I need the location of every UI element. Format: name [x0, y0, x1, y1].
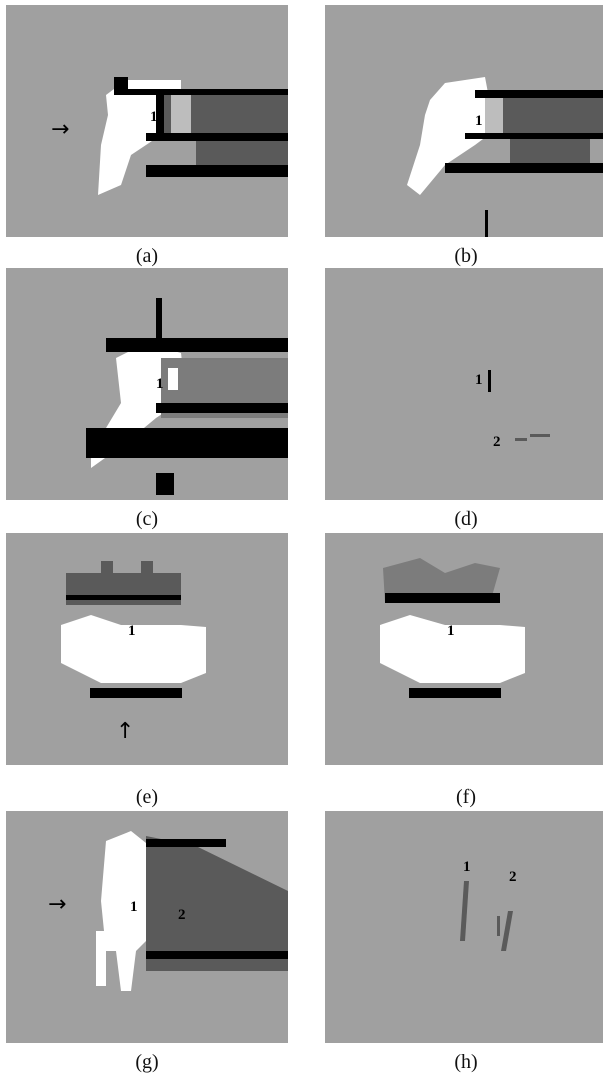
- black-spike: [156, 298, 162, 348]
- caption-c: (c): [135, 508, 159, 530]
- region-label-2: 2: [509, 869, 517, 885]
- panel-a: → 1: [6, 5, 288, 237]
- black-stripe: [66, 595, 181, 600]
- black-stripe: [465, 133, 603, 139]
- caption-d: (d): [454, 508, 478, 530]
- panel-e: ↑ 1: [6, 533, 288, 765]
- black-stripe: [445, 163, 603, 173]
- white-leg: [96, 931, 106, 986]
- panel-g-image: → 1 2: [48, 831, 288, 991]
- light-gray-region: [485, 97, 503, 135]
- mid-gray-region: [383, 558, 500, 603]
- black-stripe: [156, 403, 288, 413]
- region-label-1: 1: [463, 859, 471, 875]
- black-mark: [485, 210, 488, 237]
- light-gray-region: [171, 91, 191, 135]
- white-patch: [168, 368, 178, 390]
- dark-gray-region: [490, 95, 603, 135]
- black-stripe: [106, 338, 288, 352]
- panel-h: 1 2: [325, 811, 603, 1043]
- dark-gray-region: [196, 141, 288, 166]
- panel-c: 1: [6, 268, 288, 500]
- region-label-1: 1: [475, 372, 483, 388]
- panel-b: 1: [325, 5, 603, 237]
- black-edge: [156, 93, 164, 135]
- black-stripe: [385, 593, 500, 603]
- panel-f-image: 1: [380, 558, 525, 698]
- caption-b: (b): [454, 245, 478, 267]
- line-segment-2b: [530, 434, 550, 437]
- arrow-indicator: →: [51, 117, 69, 142]
- region-label-1: 1: [128, 623, 136, 639]
- caption-a: (a): [135, 245, 159, 267]
- caption-e: (e): [135, 786, 159, 808]
- region-label-1: 1: [475, 113, 483, 129]
- black-stripe: [475, 90, 603, 98]
- arrow-indicator: →: [48, 892, 66, 917]
- caption-h: (h): [454, 1051, 478, 1073]
- region-label-2: 2: [493, 434, 501, 450]
- black-stripe: [146, 133, 288, 141]
- panel-b-image: 1: [407, 77, 603, 237]
- line-segment-2a: [515, 438, 527, 441]
- black-top-stripe: [124, 89, 288, 95]
- black-base: [90, 688, 182, 698]
- white-region: [101, 831, 156, 991]
- region-label-1: 1: [130, 899, 138, 915]
- dark-gray-region: [146, 836, 288, 971]
- black-stripe: [146, 951, 288, 959]
- line-segment-2: [501, 911, 513, 951]
- dark-gray-region: [510, 139, 590, 164]
- region-label-2: 2: [178, 907, 186, 923]
- black-mark: [156, 473, 174, 495]
- arrow-indicator: ↑: [116, 719, 134, 744]
- region-label-1: 1: [156, 376, 164, 392]
- panel-d-image: 1 2: [475, 370, 550, 450]
- white-region: [380, 615, 525, 683]
- panel-c-image: 1: [86, 298, 288, 495]
- region-label-1: 1: [447, 623, 455, 639]
- dark-gray-block: [101, 561, 113, 575]
- dark-gray-region: [66, 573, 181, 605]
- panel-f: 1: [325, 533, 603, 765]
- panel-a-image: → 1: [51, 77, 288, 195]
- black-stripe: [146, 839, 226, 847]
- line-segment-1: [488, 370, 491, 392]
- black-stripe: [146, 165, 288, 177]
- white-region: [61, 615, 206, 683]
- panel-g: → 1 2: [6, 811, 288, 1043]
- black-base: [409, 688, 501, 698]
- line-segment-1: [460, 881, 469, 941]
- caption-f: (f): [456, 786, 476, 808]
- panel-d: 1 2: [325, 268, 603, 500]
- caption-g: (g): [135, 1051, 159, 1073]
- panel-e-image: ↑ 1: [61, 561, 206, 744]
- dark-gray-block: [141, 561, 153, 575]
- region-label-1: 1: [150, 109, 158, 125]
- white-region: [407, 77, 495, 195]
- scatter-mark: [497, 916, 500, 936]
- panel-h-image: 1 2: [460, 859, 517, 951]
- black-region: [86, 428, 288, 458]
